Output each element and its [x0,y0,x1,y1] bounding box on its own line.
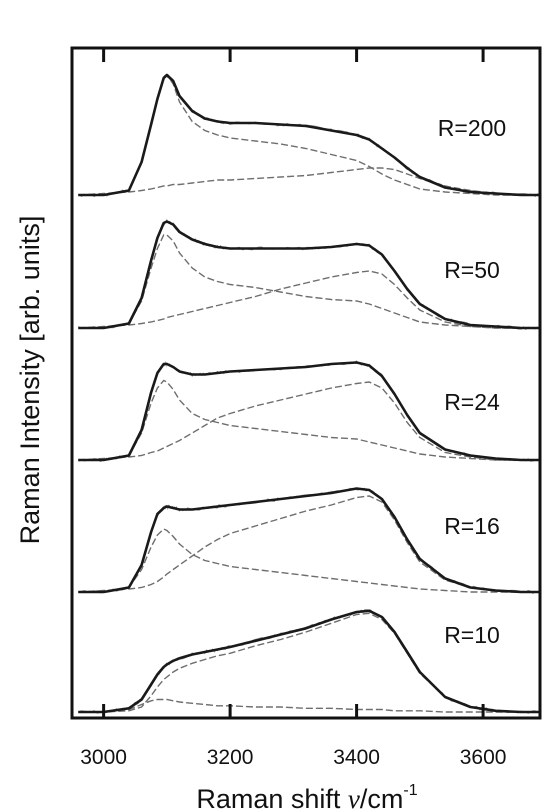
panel-label: R=50 [444,257,500,283]
x-axis-label-exponent: -1 [403,782,417,799]
plot-area [78,73,541,714]
x-tick-label: 3600 [460,746,507,769]
total-fit-curve [78,73,540,197]
spectrum-panel [78,73,541,198]
total-fit-curve [78,220,540,330]
spectrum-panel [78,218,541,331]
total-fit-curve [78,609,540,714]
x-tick-label: 3400 [333,746,380,769]
panel-label: R=200 [438,115,506,141]
x-axis-label: Raman shift ν/cm-1 [196,782,417,812]
component-curve [78,528,540,593]
panel-label: R=16 [444,513,500,539]
total-fit-curve [78,361,540,462]
x-axis-tick-labels: 3000 3200 3400 3600 [80,746,506,769]
panel-label: R=10 [444,622,500,648]
spectrum-panel [78,487,541,595]
plot-frame [70,46,542,720]
component-curve [78,234,540,329]
component-curve [78,270,540,329]
component-curve [78,612,540,713]
panel-label: R=24 [444,389,500,415]
x-axis-ticks [102,48,485,718]
component-curve [78,698,540,713]
panel-labels: R=200 R=50 R=24 R=16 R=10 [438,115,506,648]
x-tick-label: 3200 [207,746,254,769]
x-axis-label-symbol: ν [348,784,360,812]
component-curve [78,379,540,461]
x-axis-label-unit: /cm [360,784,404,812]
y-axis-label: Raman Intensity [arb. units] [15,216,45,545]
x-tick-label: 3000 [80,746,127,769]
total-fit-curve [78,487,540,594]
component-curve [78,381,540,461]
spectrum-panel [78,609,540,714]
component-curve [78,73,540,196]
spectrum-panel [78,360,541,463]
x-axis-label-text: Raman shift [196,784,341,812]
component-curve [78,495,540,593]
